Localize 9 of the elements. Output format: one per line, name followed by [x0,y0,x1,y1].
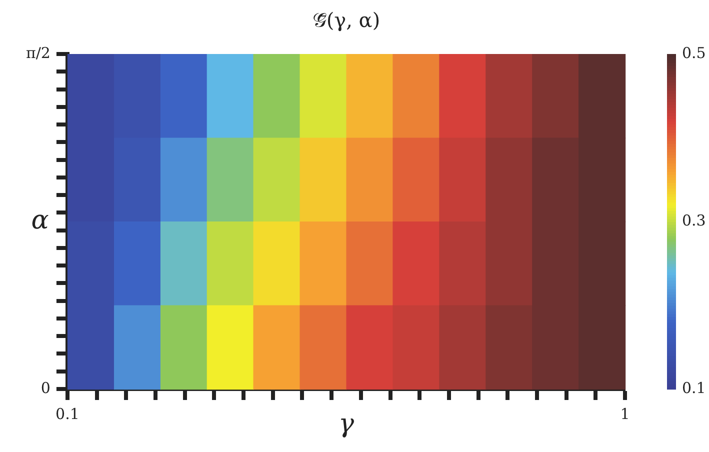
x-tick-label: 1 [620,404,630,423]
x-axis-title: γ [338,408,354,439]
chart-title: 𝒢̄(γ, α) [312,8,380,32]
y-tick-label: π/2 [26,44,50,62]
y-tick-label: 0 [40,378,50,397]
color-bar-label: 0.5 [682,44,706,62]
y-axis-title: α [31,205,50,236]
color-bar-label: 0.3 [682,211,706,230]
color-bar-label: 0.1 [682,378,706,397]
